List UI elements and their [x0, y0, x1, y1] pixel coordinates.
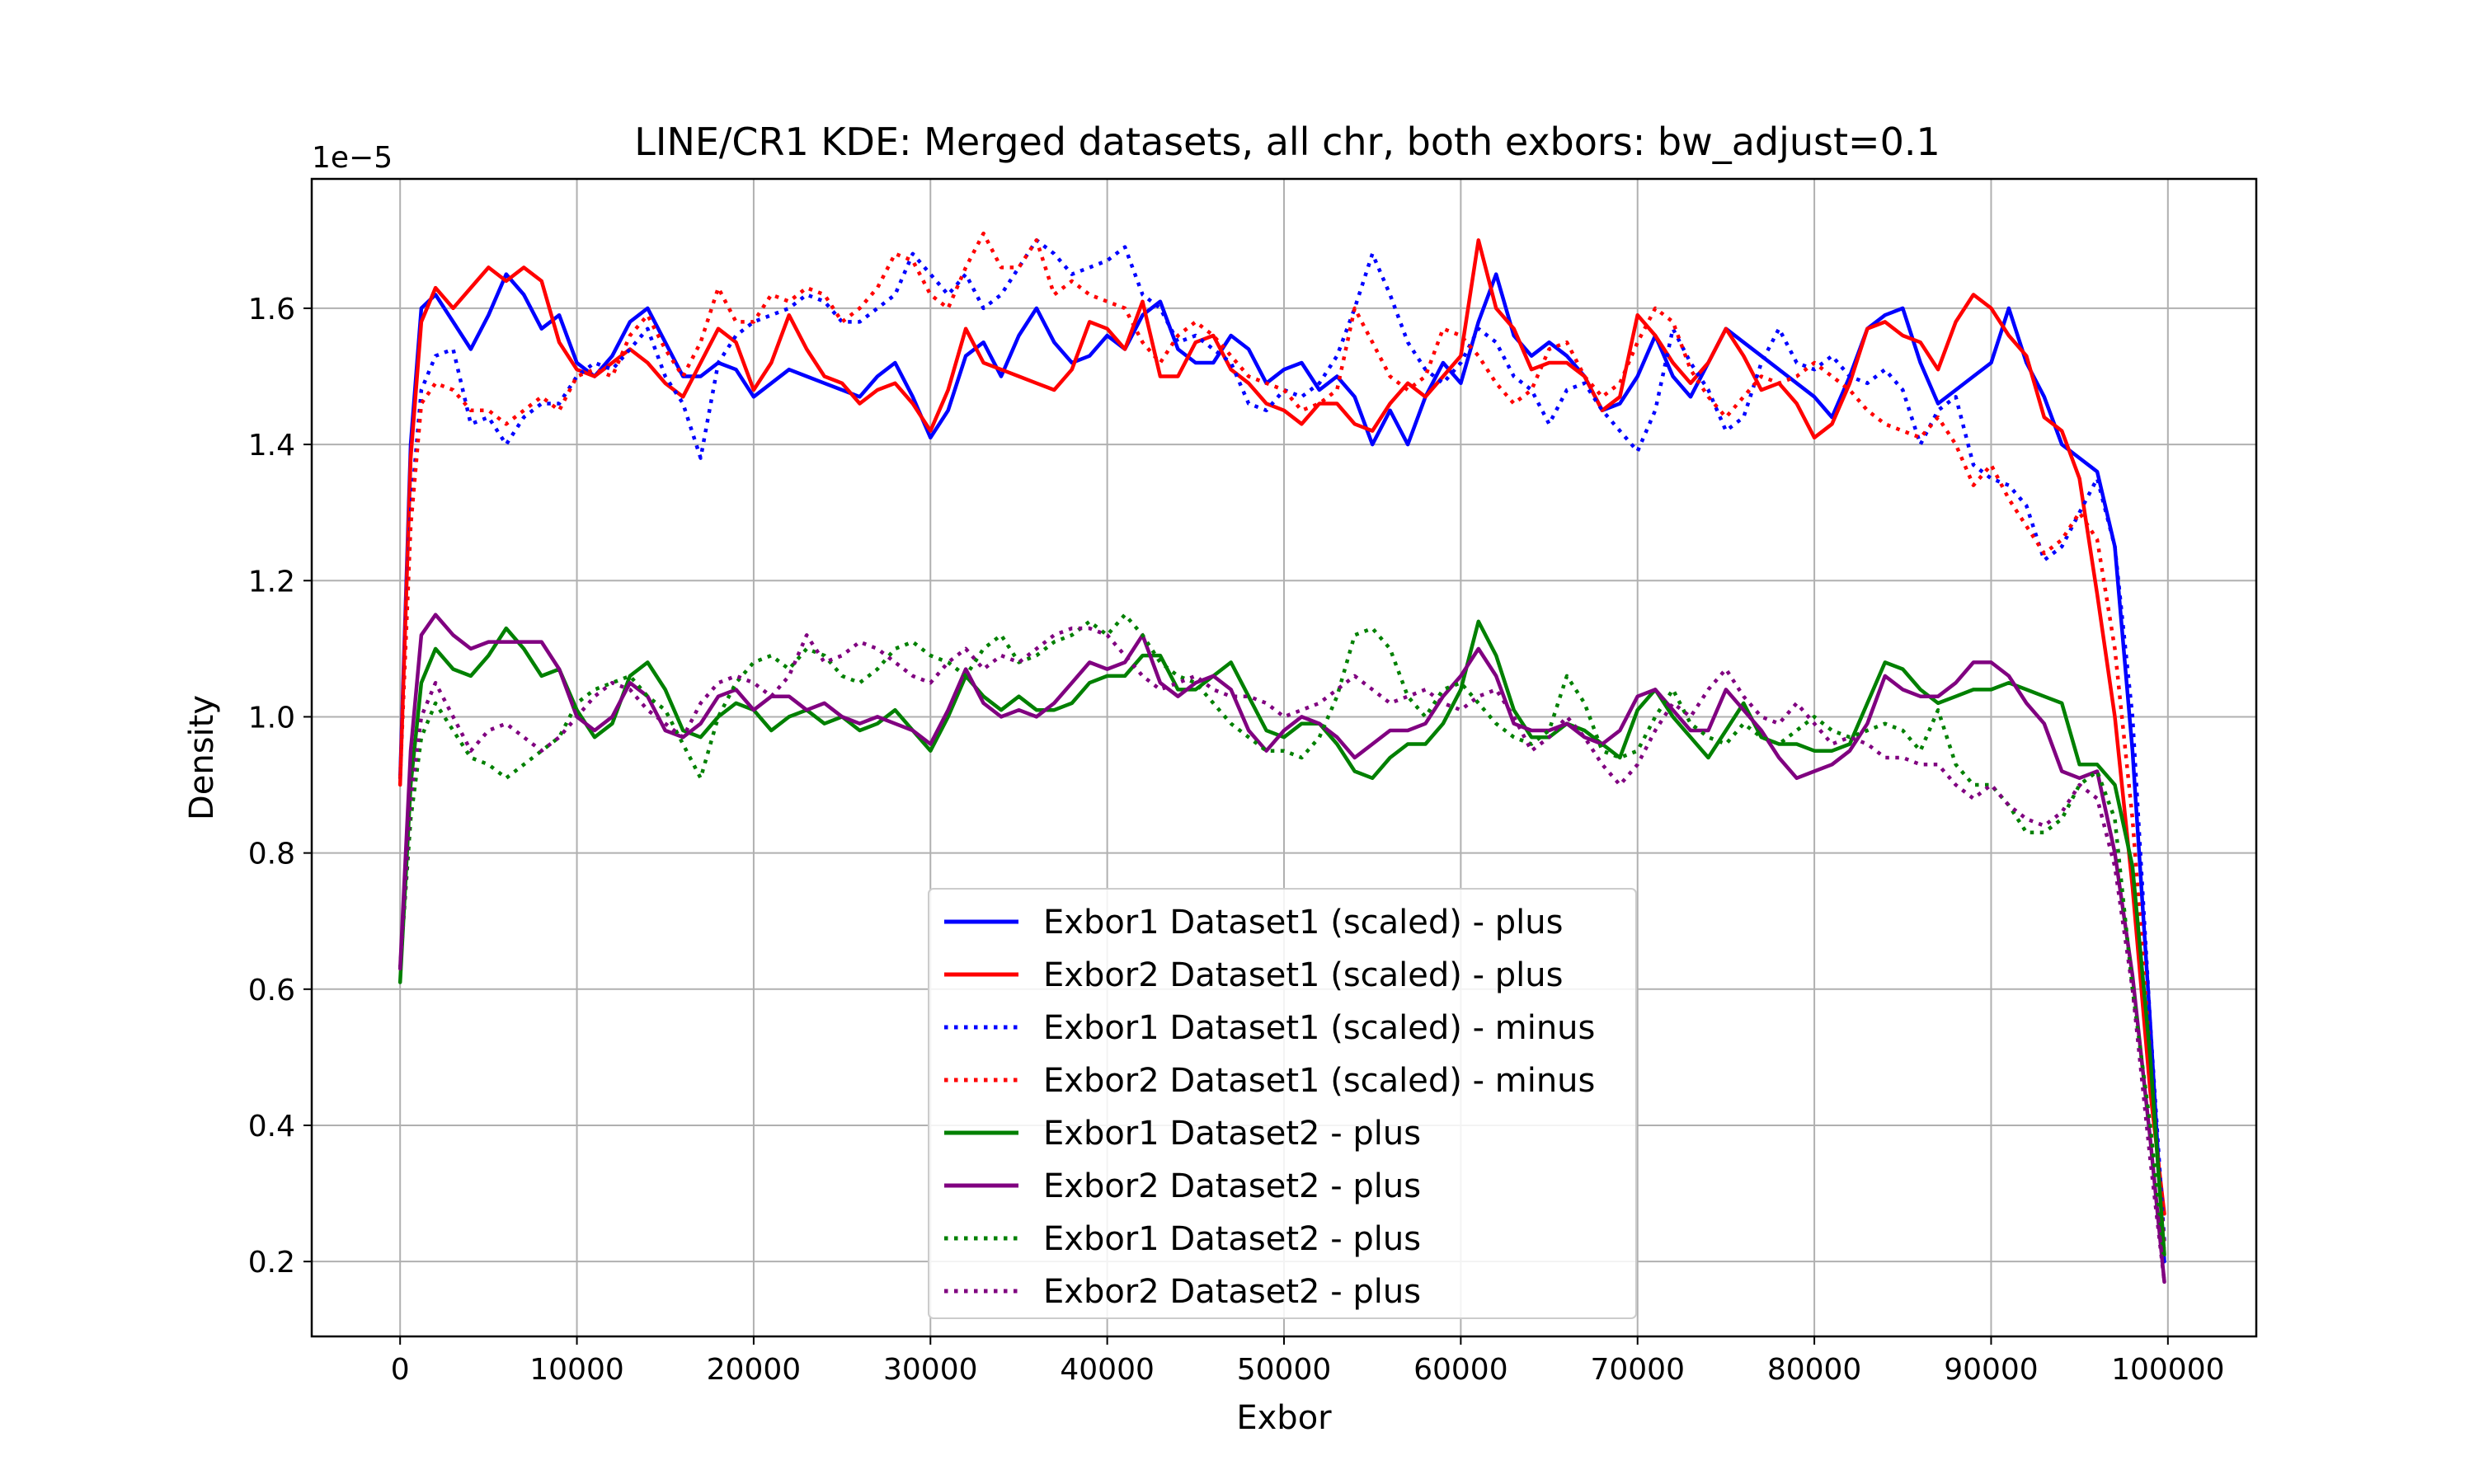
legend-frame	[928, 888, 1637, 1319]
x-tick-label: 70000	[1590, 1353, 1685, 1387]
x-tick-label: 40000	[1060, 1353, 1155, 1387]
y-axis: 0.2 0.4 0.6 0.8 1.0 1.2 1.4 1.6	[248, 293, 312, 1280]
legend-label: Exbor1 Dataset2 - plus	[1043, 1220, 1421, 1258]
y-tick-label: 1.2	[248, 565, 295, 599]
y-tick-label: 0.4	[248, 1110, 295, 1144]
x-tick-label: 100000	[2111, 1353, 2224, 1387]
y-tick-label: 0.8	[248, 838, 295, 871]
y-tick-label: 1.0	[248, 701, 295, 735]
x-axis: 0 10000 20000 30000 40000 50000 60000 70000 8000…	[391, 1336, 2225, 1387]
x-tick-label: 10000	[529, 1353, 624, 1387]
x-tick-label: 20000	[707, 1353, 802, 1387]
x-tick-label: 90000	[1944, 1353, 2039, 1387]
y-axis-label: Density	[183, 695, 221, 820]
y-offset-label: 1e−5	[312, 141, 393, 175]
series-line-5	[397, 619, 2166, 1257]
series-line-8	[397, 626, 2166, 1283]
legend-label: Exbor1 Dataset1 (scaled) - plus	[1043, 904, 1563, 942]
y-tick-label: 0.2	[248, 1246, 295, 1280]
legend: Exbor1 Dataset1 (scaled) - plus Exbor2 Da…	[928, 888, 1637, 1319]
x-tick-label: 0	[391, 1353, 410, 1387]
series-line-2	[397, 238, 2166, 1216]
y-tick-label: 1.6	[248, 293, 295, 326]
legend-label: Exbor2 Dataset2 - plus	[1043, 1167, 1421, 1205]
legend-label: Exbor1 Dataset1 (scaled) - minus	[1043, 1009, 1595, 1047]
x-tick-label: 80000	[1767, 1353, 1862, 1387]
legend-label: Exbor2 Dataset2 - plus	[1043, 1273, 1421, 1311]
y-tick-label: 0.6	[248, 974, 295, 1007]
legend-label: Exbor1 Dataset2 - plus	[1043, 1115, 1421, 1153]
x-tick-label: 30000	[883, 1353, 978, 1387]
legend-label: Exbor2 Dataset1 (scaled) - minus	[1043, 1062, 1595, 1100]
x-tick-label: 50000	[1237, 1353, 1332, 1387]
series-lines	[397, 231, 2166, 1284]
chart-title: LINE/CR1 KDE: Merged datasets, all chr, …	[634, 120, 1940, 164]
x-axis-label: Exbor	[1236, 1399, 1332, 1437]
y-tick-label: 1.4	[248, 429, 295, 463]
series-line-4	[397, 231, 2166, 1248]
series-line-3	[397, 238, 2166, 1242]
legend-label: Exbor2 Dataset1 (scaled) - plus	[1043, 956, 1563, 994]
x-tick-label: 60000	[1413, 1353, 1508, 1387]
